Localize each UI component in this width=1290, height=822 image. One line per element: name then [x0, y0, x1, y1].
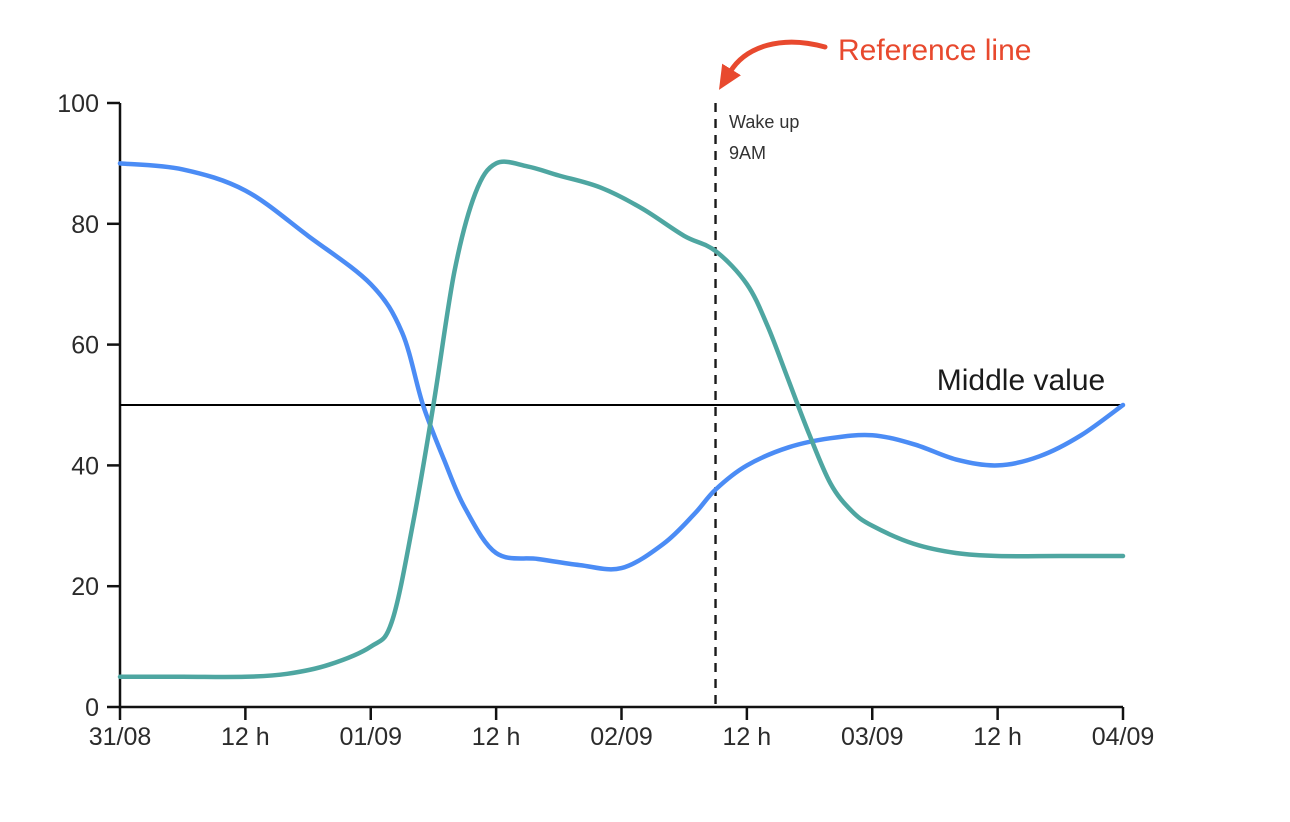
y-tick-label: 20	[71, 573, 99, 601]
x-tick-label: 12 h	[973, 723, 1022, 751]
x-tick-label: 31/08	[89, 723, 152, 751]
blue-series-path	[117, 161, 1126, 572]
annotation-arrow-icon	[718, 39, 828, 90]
teal-series-path	[117, 159, 1126, 680]
x-tick-label: 12 h	[472, 723, 521, 751]
wake-up-label: Wake up	[729, 112, 800, 132]
y-tick-label: 80	[71, 211, 99, 239]
reference-lines	[120, 103, 1123, 707]
x-tick-label: 02/09	[590, 723, 653, 751]
axes: 0 20 40 60 80 100 31/08 12 h 01/09 12 h 02/09 12 h 0…	[57, 90, 1154, 751]
y-tick-label: 100	[57, 90, 99, 118]
x-tick-label: 01/09	[339, 723, 402, 751]
x-tick-label: 03/09	[841, 723, 904, 751]
x-tick-label: 04/09	[1092, 723, 1155, 751]
reference-line-label: Reference line	[838, 34, 1032, 67]
middle-value-label: Middle value	[936, 364, 1106, 397]
wake-up-time-label: 9AM	[729, 143, 767, 163]
y-tick-label: 40	[71, 452, 99, 480]
y-tick-label: 0	[85, 694, 99, 722]
x-tick-label: 12 h	[221, 723, 270, 751]
y-tick-label: 60	[71, 332, 99, 360]
x-tick-label: 12 h	[723, 723, 772, 751]
series-curves	[117, 159, 1126, 680]
